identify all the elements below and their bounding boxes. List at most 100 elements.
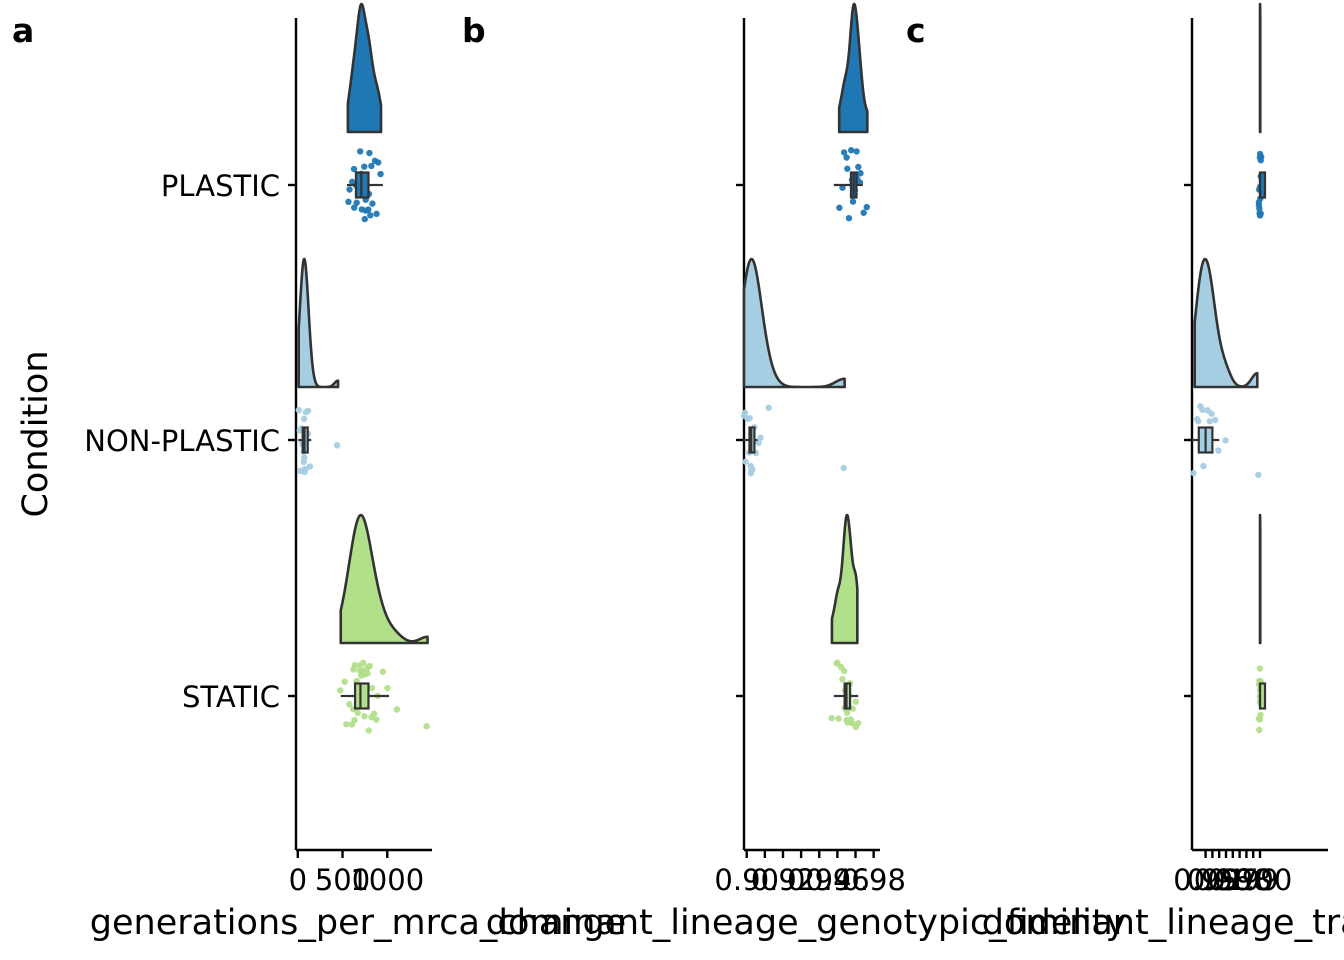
- data-point: [757, 434, 764, 441]
- data-point: [341, 678, 348, 685]
- data-point: [1195, 418, 1202, 425]
- data-point: [367, 212, 374, 219]
- data-point: [1256, 716, 1263, 723]
- data-point: [350, 165, 358, 173]
- data-point: [351, 204, 358, 211]
- data-point: [855, 163, 862, 171]
- data-point: [857, 170, 864, 177]
- data-point: [1199, 406, 1206, 413]
- density-curve: [837, 2, 869, 134]
- data-point: [828, 714, 835, 722]
- data-point: [839, 675, 846, 683]
- data-point: [1222, 437, 1229, 444]
- series-plastic: [345, 2, 384, 223]
- data-point: [836, 204, 843, 211]
- data-point: [755, 439, 762, 446]
- x-tick-label: 0.97: [1194, 863, 1259, 897]
- x-tick-label: 0: [289, 863, 307, 897]
- data-point: [304, 407, 312, 415]
- density-curve: [1193, 257, 1259, 389]
- y-tick-label: NON-PLASTIC: [84, 424, 280, 458]
- data-point: [333, 442, 341, 449]
- x-tick-label: 0.95: [1173, 863, 1238, 897]
- panel-b: b 0.900.920.940.960.98 dominant_lineage_g…: [462, 2, 1127, 943]
- data-point: [839, 184, 846, 191]
- data-point: [366, 149, 373, 157]
- data-point: [1208, 410, 1215, 417]
- data-point: [353, 199, 360, 206]
- panel-tag-b: b: [462, 11, 486, 50]
- density-curve: [742, 257, 846, 389]
- data-point: [370, 710, 378, 717]
- data-point: [855, 720, 862, 727]
- x-tick-label: 0.94: [787, 863, 852, 897]
- data-point: [847, 147, 855, 154]
- data-point: [368, 684, 376, 692]
- data-point: [356, 148, 364, 155]
- data-point: [302, 466, 309, 473]
- data-point: [360, 659, 367, 667]
- data-point: [346, 701, 353, 708]
- series-non-plastic: [1190, 257, 1262, 479]
- y-axis-title: Condition: [16, 350, 56, 517]
- x-tick-label: 0.90: [714, 863, 779, 897]
- data-point: [765, 404, 772, 411]
- data-point: [1257, 153, 1265, 161]
- x-tick-label: 1.00: [1228, 863, 1293, 897]
- data-point: [366, 662, 373, 670]
- density-curve: [830, 513, 859, 645]
- series-non-plastic: [740, 257, 847, 477]
- x-axis-title: dominant_lineage_genotypic_fidelity: [486, 903, 1127, 943]
- data-point: [840, 464, 847, 472]
- data-point: [849, 198, 857, 205]
- data-point: [373, 210, 380, 218]
- data-point: [746, 414, 753, 422]
- data-point: [749, 466, 756, 473]
- x-tick-label: 0.96: [1187, 863, 1252, 897]
- density-curve: [339, 513, 429, 645]
- box-iqr: [353, 682, 370, 710]
- data-point: [1211, 416, 1219, 424]
- data-point: [300, 415, 308, 423]
- data-point: [361, 215, 368, 223]
- data-point: [351, 716, 358, 724]
- data-point: [354, 709, 361, 717]
- data-point: [379, 668, 387, 675]
- data-point: [1206, 418, 1213, 425]
- data-point: [361, 163, 368, 170]
- panel-c: c 0.950.960.970.980.991.00 dominant_linea…: [906, 2, 1344, 943]
- data-point: [373, 716, 380, 723]
- y-tick-label: PLASTIC: [161, 169, 280, 203]
- data-point: [423, 723, 430, 730]
- panel-tag-c: c: [906, 11, 926, 50]
- data-point: [835, 715, 842, 722]
- x-tick-label: 0.98: [1207, 863, 1272, 897]
- data-point: [1200, 462, 1207, 470]
- data-point: [863, 203, 870, 211]
- data-point: [741, 409, 749, 417]
- x-tick-label: 500: [315, 863, 370, 897]
- data-point: [295, 406, 302, 414]
- series-plastic: [833, 2, 870, 222]
- data-point: [368, 162, 375, 170]
- data-point: [361, 713, 368, 720]
- data-point: [369, 200, 376, 207]
- data-point: [844, 165, 851, 172]
- series-static: [337, 513, 430, 734]
- data-point: [742, 458, 749, 465]
- data-point: [346, 186, 353, 193]
- density-curve: [297, 257, 340, 389]
- data-point: [853, 148, 860, 155]
- series-static: [1255, 513, 1267, 734]
- data-point: [306, 463, 314, 470]
- data-point: [384, 684, 391, 692]
- y-tick-label: STATIC: [182, 680, 280, 714]
- data-point: [345, 198, 352, 206]
- data-point: [365, 727, 372, 734]
- data-point: [840, 149, 848, 156]
- x-tick-label: 1000: [350, 863, 424, 897]
- density-curve: [346, 2, 383, 134]
- x-tick-label: 0.92: [751, 863, 816, 897]
